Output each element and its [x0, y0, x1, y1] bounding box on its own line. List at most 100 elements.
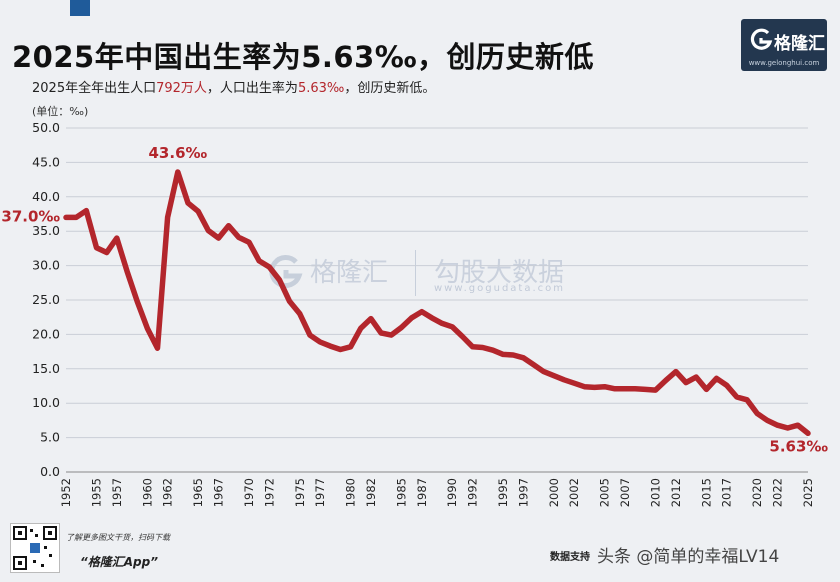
data-point	[318, 339, 323, 344]
data-point	[328, 344, 333, 349]
x-tick-label: 2002	[567, 478, 581, 507]
subtitle-mid: ，人口出生率为	[206, 81, 298, 96]
data-point	[114, 236, 119, 241]
data-point	[124, 269, 129, 274]
x-tick-label: 1955	[89, 478, 103, 507]
data-point	[734, 395, 739, 400]
top-bar	[0, 0, 840, 16]
data-point	[338, 347, 343, 352]
watermark-separator	[415, 250, 416, 296]
data-point	[94, 245, 99, 250]
data-point	[724, 383, 729, 388]
footer-app-name: “格隆汇App”	[80, 555, 158, 569]
data-point	[795, 423, 800, 428]
data-point	[429, 315, 434, 320]
data-point	[206, 228, 211, 233]
data-point	[460, 334, 465, 339]
data-point	[490, 348, 495, 353]
y-tick-label: 40.0	[32, 189, 60, 204]
x-tick-label: 1972	[262, 478, 276, 507]
data-point	[399, 325, 404, 330]
series-polyline	[63, 169, 811, 437]
data-point	[450, 324, 455, 329]
data-point	[226, 223, 231, 228]
data-point	[358, 326, 363, 331]
data-point	[602, 384, 607, 389]
data-point	[185, 200, 190, 205]
data-point	[663, 378, 668, 383]
footer-source: 数据支持	[550, 552, 590, 563]
subtitle-pre: 2025年全年出生人口	[32, 81, 157, 96]
watermark-partner: 勾股大数据	[434, 258, 565, 288]
logo-name: 格隆汇	[774, 34, 825, 54]
data-point	[653, 388, 658, 393]
watermark-url: www.gogudata.com	[434, 283, 566, 294]
data-point	[785, 425, 790, 430]
top-accent	[70, 0, 90, 16]
subtitle: 2025年全年出生人口792万人，人口出生率为5.63‰，创历史新低。	[32, 77, 435, 96]
x-tick-label: 1980	[344, 478, 358, 507]
logo-g-icon	[750, 28, 773, 50]
x-tick-label: 2025	[801, 478, 815, 507]
x-tick-label: 2020	[750, 478, 764, 507]
data-point	[643, 387, 648, 392]
data-point	[368, 316, 373, 321]
data-point	[64, 215, 68, 220]
data-point	[694, 375, 699, 380]
data-point	[287, 299, 292, 304]
x-tick-label: 1957	[110, 478, 124, 507]
data-annotation: 37.0‰	[1, 207, 60, 225]
y-tick-label: 15.0	[32, 361, 60, 376]
watermark-brand: 格隆汇	[310, 258, 389, 288]
data-point	[612, 386, 617, 391]
data-point	[379, 331, 384, 336]
data-point	[541, 369, 546, 374]
x-tick-label: 1977	[313, 478, 327, 507]
footer-promo: 了解更多图文干货，扫码下载	[66, 533, 170, 542]
logo-url: www.gelonghui.com	[748, 59, 820, 67]
data-point	[267, 264, 272, 269]
x-tick-label: 2022	[771, 478, 785, 507]
x-tick-label: 2012	[669, 478, 683, 507]
x-tick-label: 1982	[364, 478, 378, 507]
data-point	[74, 215, 79, 220]
subtitle-post: ，创历史新低。	[344, 81, 436, 96]
data-point	[440, 321, 445, 326]
data-point	[673, 369, 678, 374]
qr-code-icon	[13, 526, 57, 570]
data-point	[297, 311, 302, 316]
subtitle-rate: 5.63‰	[297, 81, 345, 96]
x-tick-label: 1967	[211, 478, 225, 507]
data-point	[501, 352, 506, 357]
y-tick-label: 30.0	[32, 258, 60, 273]
x-tick-label: 2017	[720, 478, 734, 507]
x-axis-ticks: 1952 1955 1957 1960 1962 1965 1967 1970 1972 1975…	[59, 478, 815, 507]
y-tick-label: 20.0	[32, 326, 60, 341]
data-point	[531, 362, 536, 367]
x-tick-label: 1965	[191, 478, 205, 507]
data-point	[84, 208, 89, 213]
y-tick-label: 45.0	[32, 154, 60, 169]
data-point	[165, 215, 170, 220]
data-point	[145, 326, 150, 331]
unit-label: (单位：‰)	[32, 105, 89, 118]
data-point	[307, 333, 312, 338]
data-point	[511, 353, 516, 358]
data-point	[135, 299, 140, 304]
x-tick-label: 1987	[415, 478, 429, 507]
data-annotation: 5.63‰	[769, 437, 828, 455]
x-tick-label: 1970	[242, 478, 256, 507]
x-tick-label: 1962	[161, 478, 175, 507]
page-title: 2025年中国出生率为5.63‰，创历史新低	[12, 40, 595, 74]
data-point	[714, 376, 719, 381]
data-point	[745, 397, 750, 402]
data-point	[419, 309, 424, 314]
data-point	[389, 333, 394, 338]
y-tick-label: 25.0	[32, 292, 60, 307]
data-point	[216, 236, 221, 241]
x-tick-label: 2010	[649, 478, 663, 507]
x-tick-label: 1952	[59, 478, 73, 507]
y-axis-ticks: 0.0 5.0 10.0 15.0 20.0 25.0 30.0 35.0 40.0 45.0 50…	[32, 120, 60, 479]
series-line	[63, 169, 811, 437]
x-tick-label: 2005	[598, 478, 612, 507]
